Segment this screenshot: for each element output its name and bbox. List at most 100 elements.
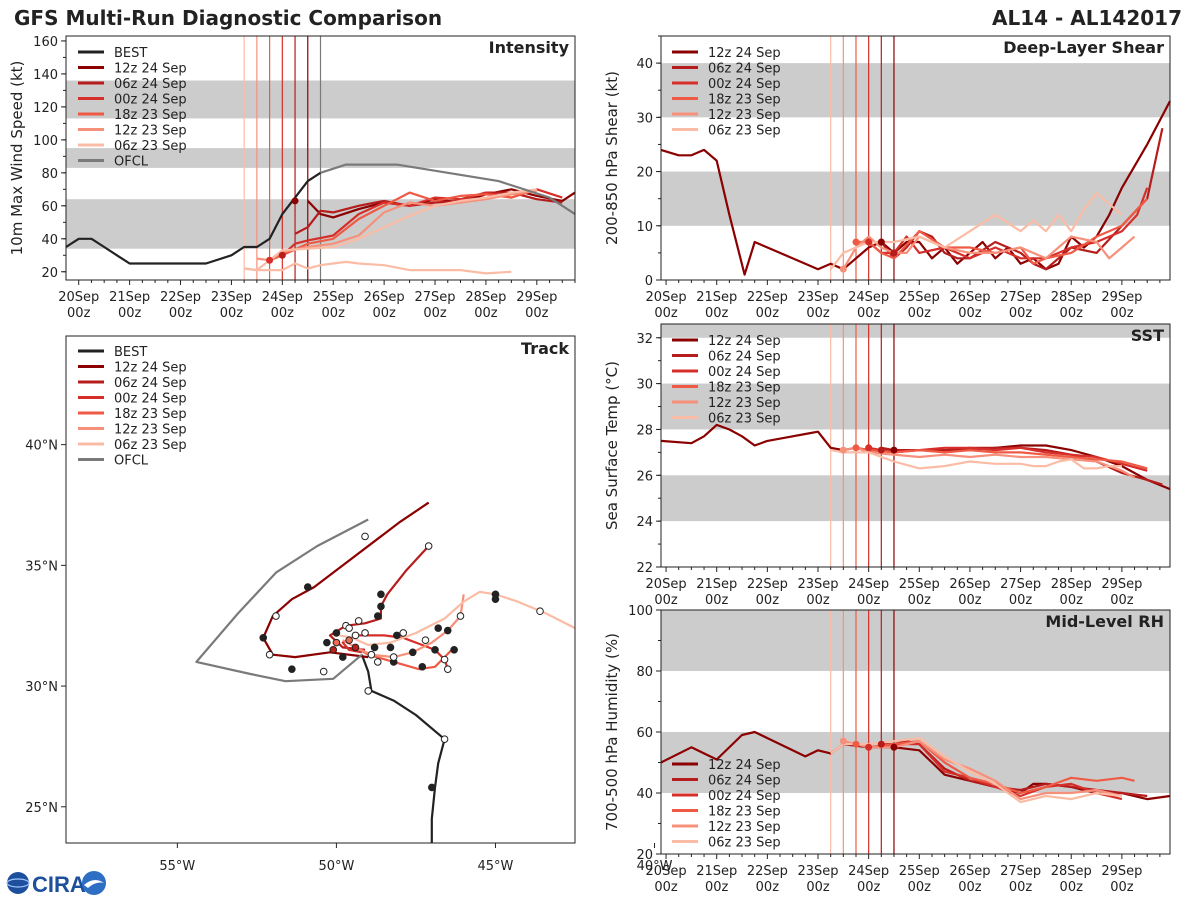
track-point <box>319 667 328 676</box>
series-line <box>243 188 537 272</box>
y-tick-label: 60 <box>41 200 58 215</box>
panel-title: Deep-Layer Shear <box>1003 38 1164 57</box>
x-tick-label: 21Sep <box>109 290 150 305</box>
init-marker <box>266 256 274 264</box>
legend-label: 18z 23 Sep <box>114 407 187 422</box>
y-tick-label: 0 <box>645 274 653 289</box>
track-point <box>332 638 341 647</box>
x-tick-label: 20Sep <box>58 290 99 305</box>
legend-label: BEST <box>114 46 147 61</box>
x-tick-label: 24Sep <box>848 577 889 592</box>
intensity-panel: 2040608010012014016020Sep00z21Sep00z22Se… <box>8 35 576 321</box>
legend-label: 06z 24 Sep <box>708 62 781 77</box>
x-tick-label: 29Sep <box>1101 577 1142 592</box>
track-point <box>364 687 373 695</box>
legend-label: 00z 24 Sep <box>708 789 781 804</box>
legend-label: 12z 23 Sep <box>708 396 781 411</box>
legend-label: 18z 23 Sep <box>708 805 781 820</box>
lat-tick-label: 25°N <box>25 801 58 816</box>
y-tick-label: 20 <box>636 166 653 181</box>
init-marker <box>877 446 885 454</box>
x-tick-label: 00z <box>806 593 830 608</box>
x-tick-label: 00z <box>1060 593 1084 608</box>
legend-label: 00z 24 Sep <box>708 77 781 92</box>
page-title: GFS Multi-Run Diagnostic Comparison <box>14 6 443 30</box>
init-marker <box>839 446 847 454</box>
init-marker <box>877 238 885 246</box>
plot-frame <box>660 35 1171 281</box>
shade-band <box>661 610 1170 671</box>
legend-label: 12z 24 Sep <box>114 62 187 77</box>
x-tick-label: 00z <box>857 593 881 608</box>
y-tick-label: 140 <box>33 68 58 83</box>
x-tick-label: 28Sep <box>1051 290 1092 305</box>
init-marker <box>865 238 873 246</box>
x-tick-label: 00z <box>857 306 881 321</box>
track-point <box>456 612 465 620</box>
x-tick-label: 28Sep <box>465 290 506 305</box>
legend-label: 18z 23 Sep <box>708 381 781 396</box>
y-axis-label: Sea Surface Temp (°C) <box>603 361 621 530</box>
series-line <box>269 188 538 262</box>
series-line <box>842 235 1136 270</box>
series-line <box>307 188 576 219</box>
track-point <box>323 638 331 647</box>
track-line <box>342 594 465 659</box>
track-point <box>418 662 427 671</box>
x-tick-label: 21Sep <box>696 577 737 592</box>
panel-title: Track <box>521 339 569 358</box>
series-line <box>660 100 1171 276</box>
legend-label: 12z 24 Sep <box>708 334 781 349</box>
x-tick-label: 00z <box>705 593 729 608</box>
x-tick-label: 00z <box>474 306 498 321</box>
y-tick-label: 120 <box>33 101 58 116</box>
x-tick-label: 00z <box>705 880 729 895</box>
logo-swirl <box>84 879 104 888</box>
x-tick-label: 24Sep <box>848 290 889 305</box>
x-tick-label: 28Sep <box>1051 577 1092 592</box>
x-tick-label: 00z <box>169 306 193 321</box>
x-tick-label: 23Sep <box>797 577 838 592</box>
y-tick-label: 22 <box>636 561 653 576</box>
legend-label: 06z 24 Sep <box>114 376 187 391</box>
shade-band <box>661 171 1170 226</box>
storm-id: AL14 - AL142017 <box>992 6 1182 30</box>
shade-band <box>661 383 1170 430</box>
x-tick-label: 00z <box>118 306 142 321</box>
x-tick-label: 20Sep <box>646 577 687 592</box>
y-tick-label: 20 <box>636 848 653 863</box>
lat-tick-label: 40°N <box>25 439 58 454</box>
x-tick-label: 27Sep <box>415 290 456 305</box>
legend-label: 12z 24 Sep <box>708 46 781 61</box>
track-point <box>354 617 363 625</box>
plot-frame <box>65 335 576 844</box>
legend-label: 00z 24 Sep <box>114 392 187 407</box>
x-tick-label: 23Sep <box>797 290 838 305</box>
track-point <box>450 646 458 654</box>
track-line <box>195 518 369 683</box>
rh-panel: 2040608010020Sep00z21Sep00z22Sep00z23Sep… <box>603 604 1171 895</box>
logo-text: CIRA <box>32 872 86 897</box>
init-marker <box>839 265 847 273</box>
y-tick-label: 40 <box>41 233 58 248</box>
track-point <box>377 590 385 599</box>
track-point <box>351 643 360 652</box>
x-tick-label: 00z <box>756 306 780 321</box>
legend-label: 06z 24 Sep <box>114 77 187 92</box>
series-line <box>829 192 1123 270</box>
x-tick-label: 00z <box>958 306 982 321</box>
y-tick-label: 100 <box>33 134 58 149</box>
track-line <box>360 654 446 843</box>
init-marker <box>865 444 873 452</box>
track-point <box>389 653 398 661</box>
track-point <box>259 633 268 642</box>
track-point <box>373 658 382 666</box>
series-line <box>320 163 576 216</box>
legend-label: 06z 23 Sep <box>708 836 781 851</box>
init-marker <box>291 197 299 205</box>
track-point <box>421 636 430 645</box>
x-tick-label: 20Sep <box>646 290 687 305</box>
init-marker <box>852 444 860 452</box>
x-tick-label: 00z <box>322 306 346 321</box>
x-tick-label: 23Sep <box>211 290 252 305</box>
